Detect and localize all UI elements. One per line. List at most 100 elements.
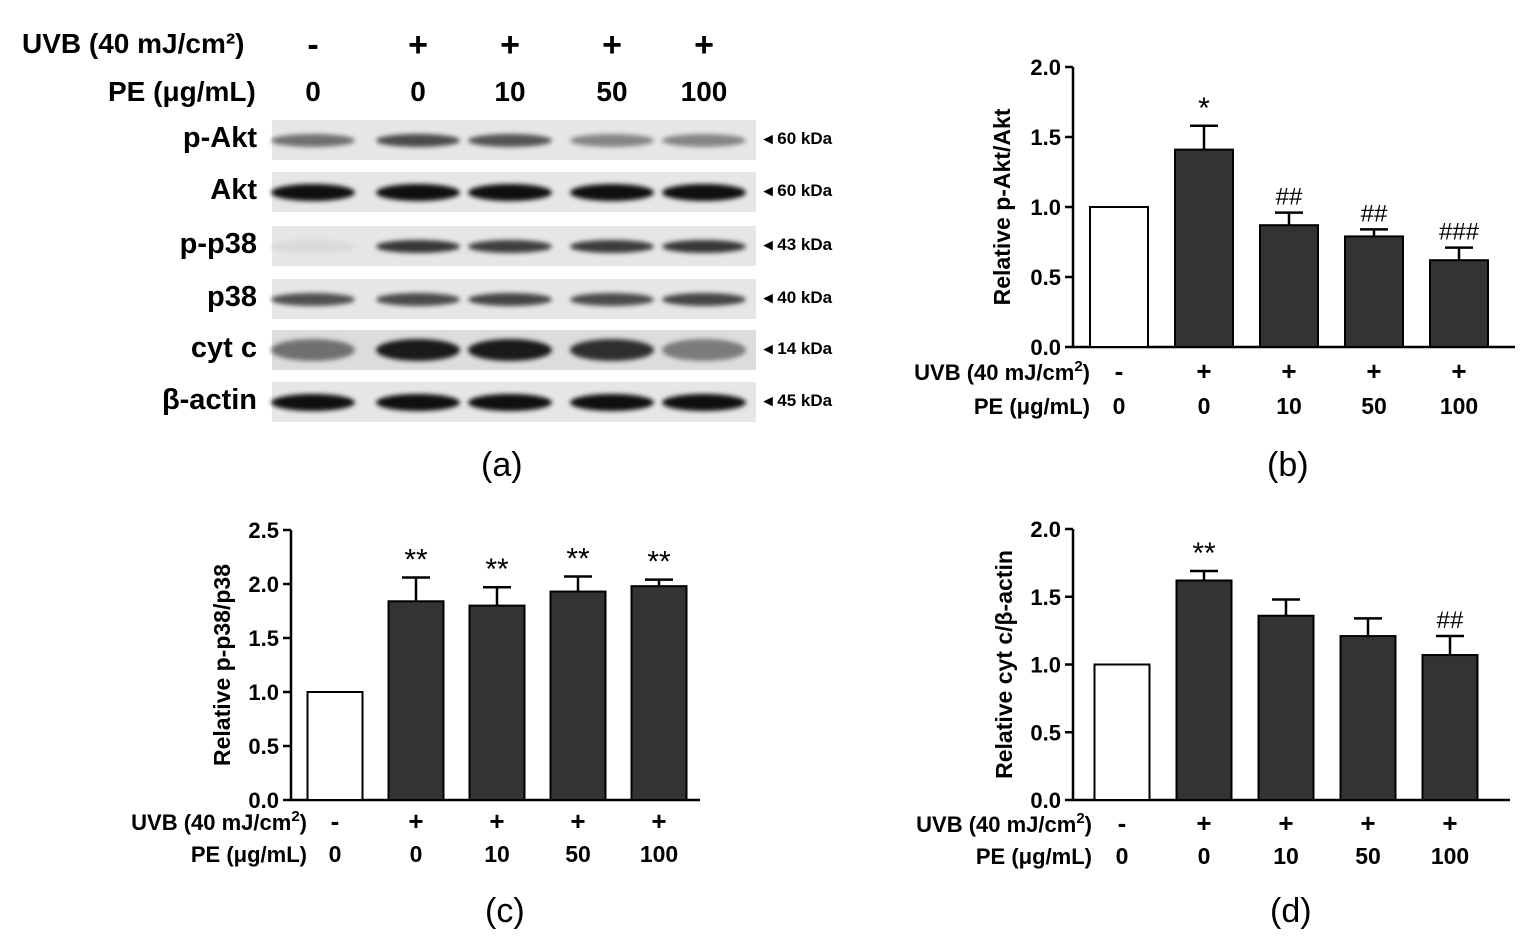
- x-category-label: 100: [640, 841, 678, 867]
- y-tick-label: 0.5: [248, 734, 279, 759]
- blot-band: [662, 133, 746, 147]
- pe-row-label: PE (μg/mL): [191, 842, 307, 867]
- blot-pe-value: 100: [680, 76, 728, 107]
- blot-label: Akt: [210, 174, 257, 206]
- blot-band: [376, 393, 460, 411]
- blot-band: [271, 292, 355, 306]
- uvb-value: +: [489, 806, 504, 836]
- blot-size-marker: ◂ 45 kDa: [764, 391, 833, 410]
- bar: [387, 600, 445, 801]
- blot-pe-value: 50: [596, 76, 628, 107]
- uvb-value: +: [570, 806, 585, 836]
- x-category-label: 0: [1116, 843, 1129, 869]
- blot-band: [662, 239, 746, 253]
- y-tick-label: 1.5: [248, 626, 279, 651]
- blot-size-marker: ◂ 60 kDa: [764, 129, 833, 148]
- blot-band: [376, 292, 460, 306]
- pe-row-label: PE (μg/mL): [974, 394, 1090, 419]
- uvb-value: +: [1360, 808, 1375, 838]
- blot-band: [271, 239, 355, 253]
- blot-band: [468, 239, 552, 253]
- bar: [1421, 654, 1479, 801]
- blot-label: p-p38: [179, 228, 257, 260]
- y-tick-label: 2.0: [1030, 55, 1061, 80]
- significance-label: ##: [1361, 200, 1388, 227]
- bar: [1093, 663, 1151, 801]
- bar: [1257, 614, 1315, 801]
- y-tick-label: 2.0: [248, 572, 279, 597]
- blot-band: [468, 393, 552, 411]
- uvb-row-label: UVB (40 mJ/cm2): [131, 808, 307, 835]
- blot-pe-value: 0: [305, 76, 321, 107]
- blot-uvb-header: UVB (40 mJ/cm²): [22, 28, 245, 59]
- x-category-label: 100: [1440, 393, 1478, 419]
- bar-chart-b: 0.0 0.5 1.0 1.5 2.0 Relative p-Akt/Akt - 0 * +0 ##…: [914, 55, 1515, 419]
- blot-strip: [271, 279, 756, 319]
- blot-band: [662, 292, 746, 306]
- x-category-label: 0: [329, 841, 342, 867]
- x-category-label: 100: [1431, 843, 1469, 869]
- x-category-label: 50: [1355, 843, 1381, 869]
- y-tick-label: 1.0: [1030, 195, 1061, 220]
- significance-label: **: [485, 553, 509, 586]
- uvb-value: +: [1196, 356, 1211, 386]
- blot-band: [662, 393, 746, 411]
- significance-label: ###: [1439, 219, 1480, 246]
- blot-uvb-value: -: [307, 26, 319, 64]
- significance-label: ##: [1437, 607, 1464, 634]
- uvb-value: +: [1278, 808, 1293, 838]
- blot-band: [662, 183, 746, 201]
- pe-row-label: PE (μg/mL): [976, 844, 1092, 869]
- uvb-value: +: [1451, 356, 1466, 386]
- significance-label: ##: [1276, 184, 1303, 211]
- blot-strip: [271, 226, 756, 266]
- uvb-value: +: [408, 806, 423, 836]
- y-axis-label: Relative cyt c/β-actin: [991, 550, 1017, 779]
- x-category-label: 0: [1198, 393, 1211, 419]
- blot-uvb-value: +: [408, 26, 428, 64]
- bar: [1429, 259, 1489, 348]
- x-category-label: 0: [1113, 393, 1126, 419]
- blot-uvb-value: +: [500, 26, 520, 64]
- bar-chart-d: 0.0 0.5 1.0 1.5 2.0 Relative cyt c/β-actin - 0 *…: [916, 517, 1510, 869]
- y-tick-label: 0.5: [1030, 265, 1061, 290]
- blot-band: [468, 133, 552, 147]
- panel-letter-d: (d): [1270, 892, 1312, 930]
- significance-label: **: [647, 546, 671, 579]
- blot-band: [570, 239, 654, 253]
- blot-band: [376, 183, 460, 201]
- blot-band: [570, 292, 654, 306]
- significance-label: *: [1198, 92, 1210, 125]
- x-category-label: 0: [1198, 843, 1211, 869]
- blot-band: [376, 239, 460, 253]
- panel-letter-a: (a): [481, 446, 523, 484]
- blot-band: [570, 133, 654, 147]
- blot-band: [468, 292, 552, 306]
- bar: [1175, 579, 1233, 801]
- y-tick-label: 0.0: [1030, 335, 1061, 360]
- y-axis-label: Relative p-Akt/Akt: [989, 108, 1015, 305]
- bar: [630, 585, 688, 801]
- significance-label: **: [566, 542, 590, 575]
- bar: [549, 590, 607, 801]
- panel-letter-c: (c): [485, 892, 525, 930]
- y-tick-label: 1.0: [1030, 653, 1061, 678]
- blot-label: cyt c: [190, 332, 257, 364]
- blot-size-marker: ◂ 60 kDa: [764, 181, 833, 200]
- significance-label: **: [404, 544, 428, 577]
- y-tick-label: 1.0: [248, 680, 279, 705]
- bar: [468, 604, 526, 801]
- bar: [1344, 235, 1404, 348]
- y-tick-label: 1.5: [1030, 125, 1061, 150]
- y-tick-label: 0.0: [248, 788, 279, 813]
- uvb-value: -: [331, 806, 340, 836]
- x-category-label: 50: [565, 841, 591, 867]
- blot-strip: [271, 172, 756, 212]
- blot-band: [271, 339, 355, 361]
- blot-pe-header: PE (μg/mL): [108, 76, 256, 107]
- blot-band: [271, 183, 355, 201]
- blot-band: [662, 339, 746, 361]
- blot-band: [468, 339, 552, 361]
- panel-letter-b: (b): [1267, 446, 1309, 484]
- uvb-value: -: [1118, 808, 1127, 838]
